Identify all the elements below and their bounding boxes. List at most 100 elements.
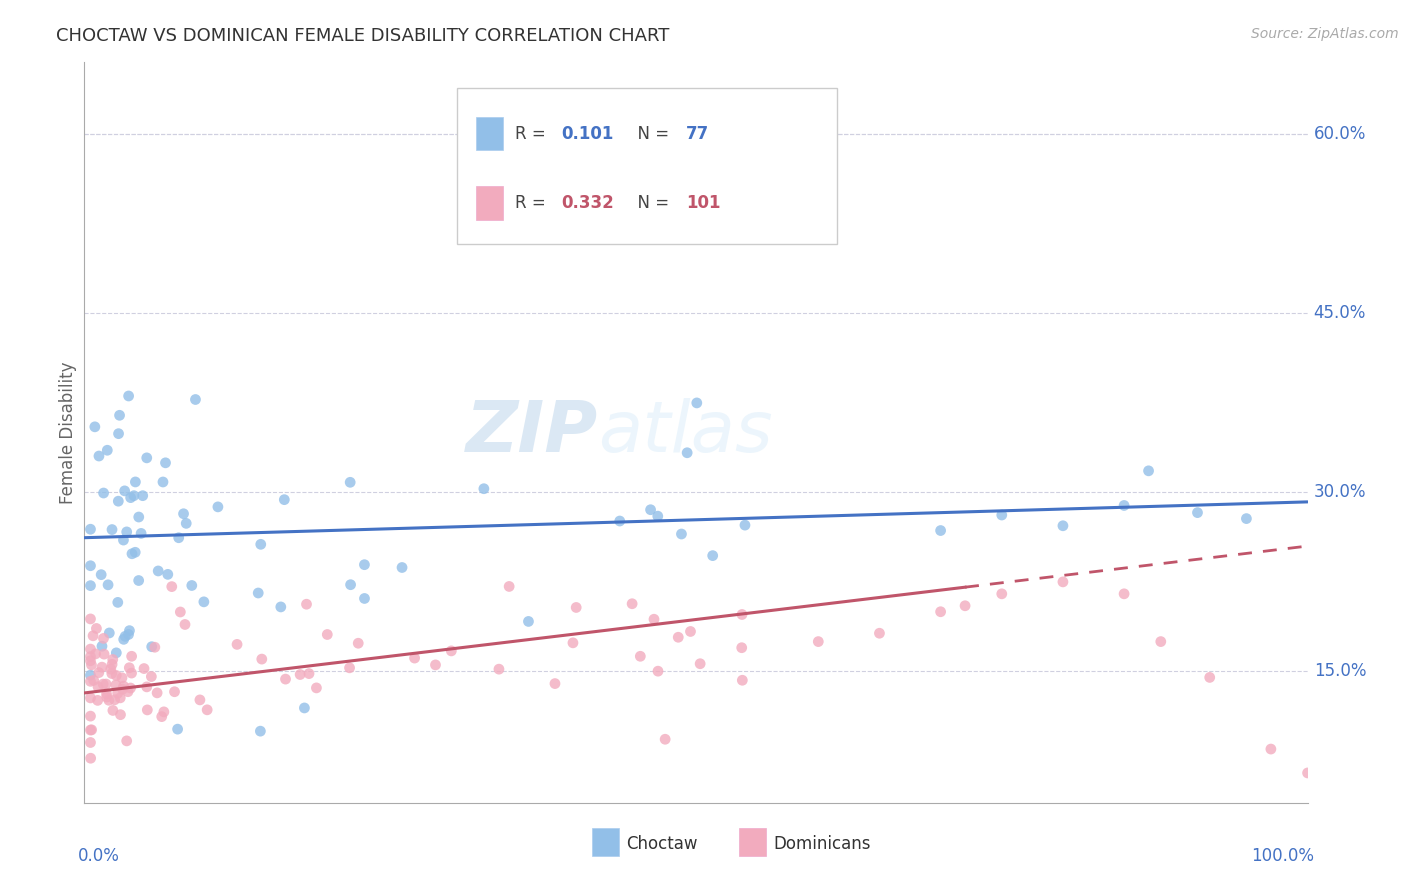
Point <box>143 640 166 655</box>
Text: 0.0%: 0.0% <box>79 847 120 865</box>
Point <box>129 526 152 541</box>
Point <box>107 494 129 508</box>
Point <box>86 693 108 707</box>
Point <box>110 707 132 722</box>
Point <box>107 595 129 609</box>
Point <box>135 450 157 465</box>
Point <box>93 632 115 646</box>
Point <box>647 664 669 678</box>
Point <box>544 676 567 690</box>
Point <box>107 686 129 700</box>
Text: 77: 77 <box>686 125 710 143</box>
Point <box>347 636 370 650</box>
Bar <box>475 117 503 150</box>
Text: atlas: atlas <box>598 398 773 467</box>
Point <box>101 652 124 666</box>
Point <box>98 626 121 640</box>
Point <box>679 624 702 639</box>
Text: 60.0%: 60.0% <box>1313 125 1367 143</box>
Point <box>339 577 361 591</box>
Point <box>104 693 127 707</box>
Point <box>621 597 644 611</box>
Point <box>270 599 292 614</box>
Point <box>184 392 207 407</box>
Point <box>121 649 143 664</box>
Point <box>929 524 952 538</box>
Point <box>146 686 169 700</box>
Point <box>120 681 142 695</box>
Point <box>135 680 157 694</box>
Point <box>1052 574 1074 589</box>
Text: Dominicans: Dominicans <box>773 835 870 853</box>
Point <box>111 671 134 685</box>
Point <box>731 673 754 688</box>
Point <box>298 666 321 681</box>
Text: N =: N = <box>627 125 675 143</box>
Point <box>114 629 136 643</box>
Point <box>991 587 1014 601</box>
Point <box>79 751 101 765</box>
Point <box>101 523 124 537</box>
Point <box>115 524 138 539</box>
Point <box>1236 511 1258 525</box>
Text: 101: 101 <box>686 194 721 212</box>
Point <box>128 510 150 524</box>
Point <box>250 652 273 666</box>
Point <box>686 396 709 410</box>
Point <box>79 654 101 668</box>
Point <box>115 734 138 748</box>
Point <box>640 502 662 516</box>
Point <box>97 578 120 592</box>
Text: 0.332: 0.332 <box>561 194 614 212</box>
Point <box>869 626 891 640</box>
Point <box>121 547 143 561</box>
Point <box>124 545 146 559</box>
Point <box>80 657 103 672</box>
Point <box>132 662 155 676</box>
Text: R =: R = <box>515 125 551 143</box>
Point <box>105 668 128 682</box>
Point <box>79 579 101 593</box>
Point <box>188 693 211 707</box>
Point <box>953 599 976 613</box>
Point <box>440 644 463 658</box>
Point <box>1260 742 1282 756</box>
Point <box>108 409 131 423</box>
Point <box>929 605 952 619</box>
Point <box>136 703 159 717</box>
Point <box>101 666 124 681</box>
Point <box>174 516 197 531</box>
Point <box>79 735 101 749</box>
Point <box>97 693 120 707</box>
Point <box>562 636 585 650</box>
Point <box>1137 464 1160 478</box>
Text: Source: ZipAtlas.com: Source: ZipAtlas.com <box>1251 27 1399 41</box>
Point <box>207 500 229 514</box>
Point <box>676 446 699 460</box>
Point <box>105 646 128 660</box>
Point <box>273 492 295 507</box>
Point <box>118 624 141 638</box>
Point <box>689 657 711 671</box>
Point <box>150 709 173 723</box>
Point <box>80 723 103 737</box>
Bar <box>592 828 619 856</box>
Point <box>731 607 754 622</box>
Point <box>84 647 107 661</box>
Text: 0.101: 0.101 <box>561 125 614 143</box>
Point <box>91 639 114 653</box>
Point <box>87 665 110 680</box>
Point <box>316 627 339 641</box>
Point <box>112 679 135 693</box>
Point <box>1114 587 1136 601</box>
Point <box>90 567 112 582</box>
Point <box>174 617 197 632</box>
Point <box>141 640 163 654</box>
Point <box>991 508 1014 522</box>
Point <box>107 426 129 441</box>
Point <box>488 662 510 676</box>
Point <box>173 507 195 521</box>
Point <box>160 580 183 594</box>
Text: CHOCTAW VS DOMINICAN FEMALE DISABILITY CORRELATION CHART: CHOCTAW VS DOMINICAN FEMALE DISABILITY C… <box>56 27 669 45</box>
Point <box>339 661 361 675</box>
